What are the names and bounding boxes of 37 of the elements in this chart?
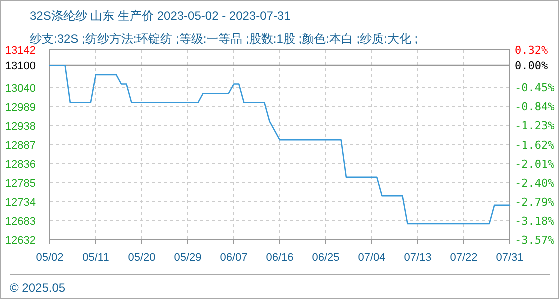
x-tick-label: 05/29: [174, 252, 202, 264]
x-tick-label: 07/13: [404, 252, 432, 264]
y2-tick-label: -1.62%: [515, 138, 556, 152]
chart-title: 32S涤纶纱 山东 生产价 2023-05-02 - 2023-07-31: [30, 9, 292, 23]
y-tick-label: 13040: [5, 83, 36, 95]
y-tick-label: 12836: [5, 159, 36, 171]
chart-subtitle: 纱支:32S ;纺纱方法:环锭纺 ;等级:一等品 ;股数:1股 ;颜色:本白 ;纱质:大化 ;: [30, 32, 418, 46]
y2-tick-label: -2.79%: [515, 196, 556, 209]
y2-tick-label: -0.84%: [515, 100, 556, 114]
y2-tick-label: -2.40%: [515, 176, 556, 190]
y2-tick-label: 0.32%: [515, 44, 548, 57]
x-tick-label: 07/31: [496, 252, 524, 264]
y-tick-label: 12734: [5, 197, 36, 209]
y-tick-label: 13100: [5, 60, 36, 73]
y2-tick-label: -0.45%: [515, 82, 556, 95]
line-series: [49, 65, 511, 225]
y2-tick-label: 0.00%: [515, 60, 548, 73]
y-tick-label: 12989: [5, 102, 36, 114]
y2-tick-label: -3.18%: [515, 214, 556, 228]
y-tick-label: 13142: [5, 45, 36, 57]
y-tick-label: 12785: [5, 178, 36, 190]
y-tick-label: 12938: [5, 121, 36, 133]
y2-tick-label: -2.01%: [515, 158, 556, 171]
x-tick-label: 07/04: [358, 252, 386, 264]
x-tick-label: 06/16: [266, 252, 294, 264]
x-tick-label: 05/11: [82, 252, 110, 264]
y2-tick-label: -3.57%: [515, 234, 556, 247]
x-tick-label: 07/22: [450, 252, 478, 264]
text: © 2025.05: [10, 281, 66, 295]
y-tick-label: 12887: [5, 140, 36, 152]
x-tick-label: 06/25: [312, 252, 340, 264]
y2-tick-label: -1.23%: [515, 120, 556, 133]
x-tick-label: 05/20: [128, 252, 156, 264]
x-tick-label: 05/02: [36, 252, 64, 264]
y-tick-label: 12683: [5, 216, 36, 228]
x-tick-label: 06/07: [220, 252, 248, 264]
y-tick-label: 12632: [5, 235, 36, 247]
